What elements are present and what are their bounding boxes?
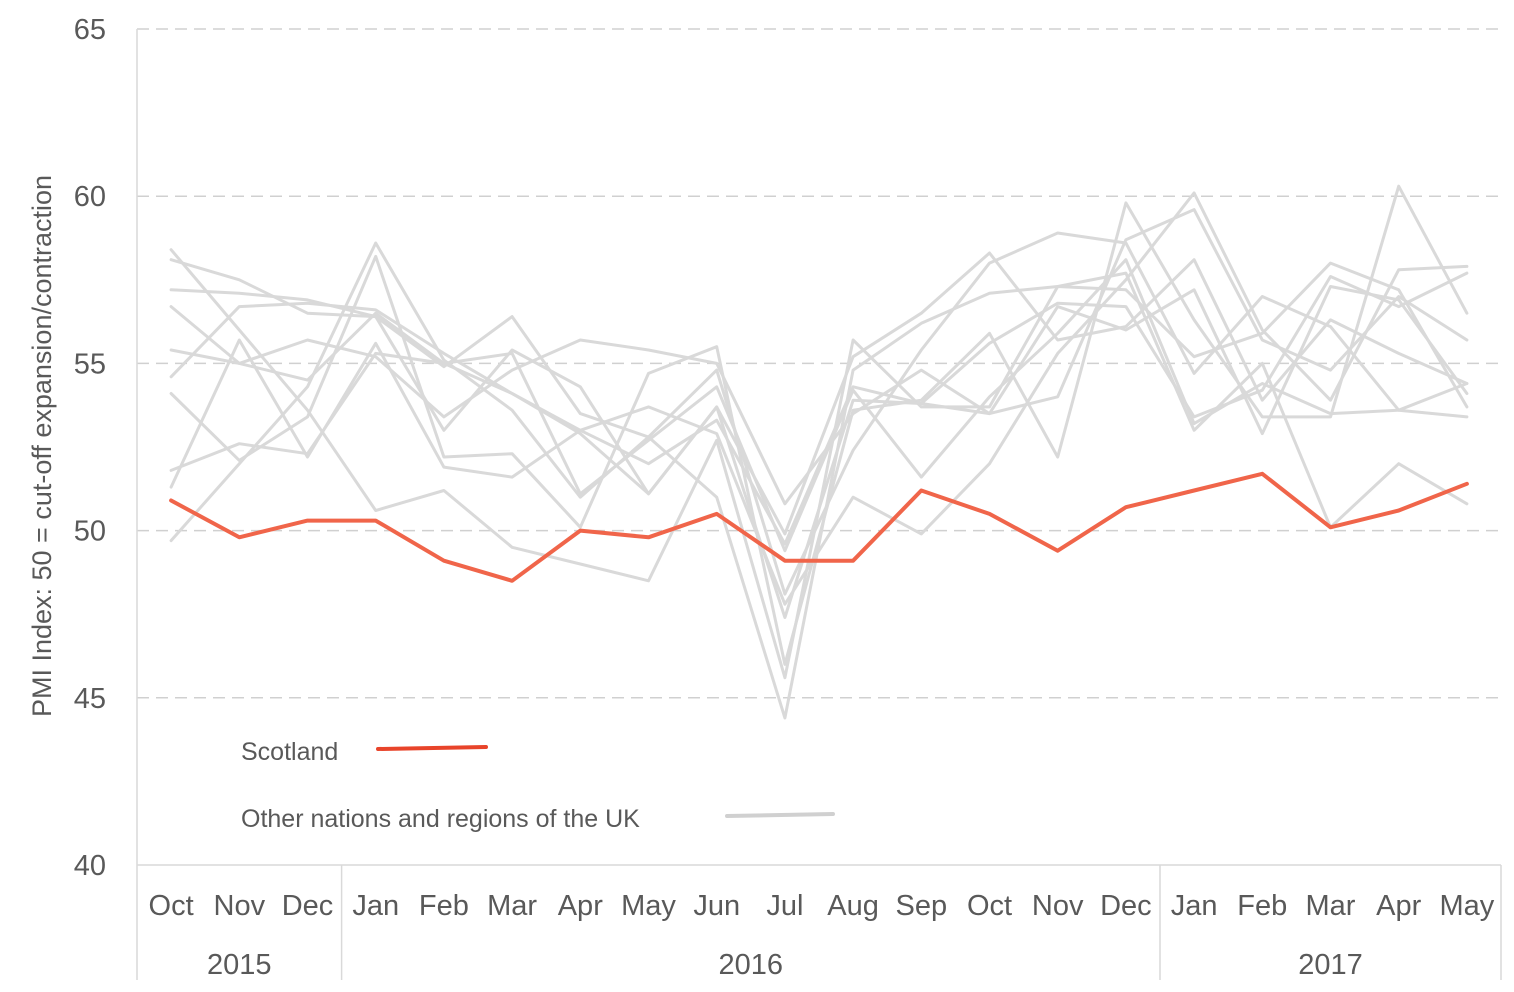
x-tick-label: Oct — [149, 890, 194, 922]
y-tick-label: 55 — [74, 348, 106, 380]
series-line-other-region — [169, 184, 1469, 666]
x-tick-label: Mar — [487, 890, 537, 922]
y-tick-label: 65 — [74, 14, 106, 46]
legend-swatch-other — [725, 812, 835, 818]
y-tick-label: 40 — [74, 850, 106, 882]
x-tick-label: Jan — [1171, 890, 1218, 922]
y-tick-labels: 40 45 50 55 60 65 — [74, 14, 106, 882]
year-labels: 2015 2016 2017 — [207, 949, 1363, 981]
series-line-scotland — [169, 471, 1469, 583]
axes — [136, 29, 1502, 980]
legend-label-scotland: Scotland — [241, 738, 338, 766]
series-line-other-region — [169, 241, 1469, 720]
series-line-other-region — [169, 251, 1469, 536]
x-tick-label: Oct — [967, 890, 1012, 922]
x-tick-label: Dec — [282, 890, 334, 922]
year-label: 2016 — [719, 949, 784, 981]
y-tick-label: 60 — [74, 181, 106, 213]
x-tick-label: May — [621, 890, 676, 922]
x-tick-label: Nov — [214, 890, 266, 922]
legend-swatch-scotland — [376, 745, 488, 751]
x-tick-label: Apr — [1376, 890, 1421, 922]
x-tick-label: Aug — [827, 890, 879, 922]
year-label: 2015 — [207, 949, 272, 981]
x-tick-labels: Oct Nov Dec Jan Feb Mar Apr May Jun Jul Aug Sep Oct N… — [149, 890, 1495, 922]
series-line-other-region — [169, 208, 1469, 506]
x-tick-label: Feb — [1237, 890, 1287, 922]
series-line-other-region — [169, 231, 1469, 596]
x-tick-label: Feb — [419, 890, 469, 922]
y-tick-label: 50 — [74, 516, 106, 548]
x-tick-label: Jan — [352, 890, 399, 922]
x-tick-label: Apr — [558, 890, 603, 922]
y-axis-label: PMI Index: 50 = cut-off expansion/contra… — [27, 175, 57, 717]
x-tick-label: Dec — [1100, 890, 1152, 922]
year-label: 2017 — [1298, 949, 1363, 981]
legend: Scotland Other nations and regions of th… — [241, 738, 835, 833]
x-tick-label: May — [1440, 890, 1495, 922]
series-line-other-region — [169, 258, 1469, 553]
x-tick-label: Jul — [766, 890, 803, 922]
x-tick-label: Mar — [1306, 890, 1356, 922]
x-tick-label: Jun — [693, 890, 740, 922]
series-line-other-region — [169, 285, 1469, 619]
x-tick-label: Sep — [895, 890, 947, 922]
y-tick-label: 45 — [74, 683, 106, 715]
series-line-other-region — [169, 271, 1469, 546]
x-tick-label: Nov — [1032, 890, 1084, 922]
series-other-regions — [169, 184, 1469, 720]
legend-label-other: Other nations and regions of the UK — [241, 805, 640, 833]
series-scotland — [169, 471, 1469, 583]
